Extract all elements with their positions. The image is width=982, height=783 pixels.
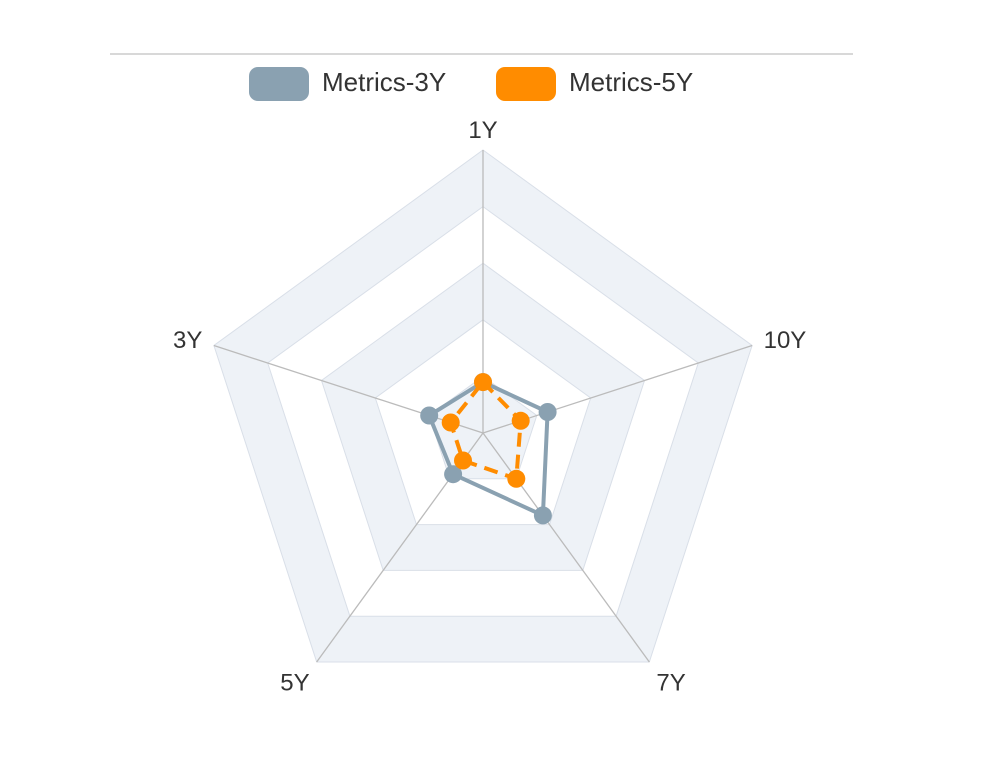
- legend-swatch: [249, 67, 309, 101]
- radar-split-lines: [213, 149, 753, 663]
- legend-label: Metrics-3Y: [322, 67, 446, 97]
- split-area-band: [321, 263, 645, 571]
- axis-label-5y: 5Y: [280, 669, 309, 696]
- series-point-10y[interactable]: [538, 403, 557, 421]
- radar-series-layer: [420, 373, 557, 525]
- series-point-5y[interactable]: [444, 465, 463, 484]
- legend-swatch: [496, 67, 556, 101]
- series-point-3y[interactable]: [441, 413, 460, 432]
- series-line: [448, 380, 523, 481]
- axis-label-3y: 3Y: [173, 327, 202, 354]
- split-line-ring: [267, 205, 699, 617]
- axis-line: [213, 344, 484, 434]
- series-point-3y[interactable]: [420, 406, 439, 425]
- split-area-band: [375, 319, 591, 525]
- axis-label-1y: 1Y: [468, 117, 497, 144]
- series-metrics-5y: [441, 373, 530, 488]
- legend: Metrics-3Y Metrics-5Y: [249, 67, 693, 101]
- series-point-5y[interactable]: [454, 451, 472, 470]
- axis-label-10y: 10Y: [764, 327, 807, 354]
- split-line-ring: [320, 262, 646, 571]
- axis-line: [482, 432, 650, 663]
- split-area-band: [267, 206, 699, 617]
- legend-item-metrics-3y[interactable]: Metrics-3Y: [249, 67, 446, 101]
- radar-axis-labels: 1Y 10Y 7Y 5Y 3Y: [173, 117, 806, 696]
- split-line-ring: [374, 319, 592, 526]
- series-point-7y[interactable]: [533, 506, 552, 525]
- split-area-band: [213, 150, 753, 662]
- series-point-10y[interactable]: [511, 411, 530, 430]
- axis-label-7y: 7Y: [656, 669, 685, 696]
- legend-label: Metrics-5Y: [569, 67, 693, 97]
- legend-item-metrics-5y[interactable]: Metrics-5Y: [496, 67, 693, 101]
- series-point-1y[interactable]: [474, 373, 492, 392]
- series-line: [427, 380, 550, 518]
- series-point-7y[interactable]: [507, 469, 526, 488]
- split-line-ring: [213, 149, 753, 663]
